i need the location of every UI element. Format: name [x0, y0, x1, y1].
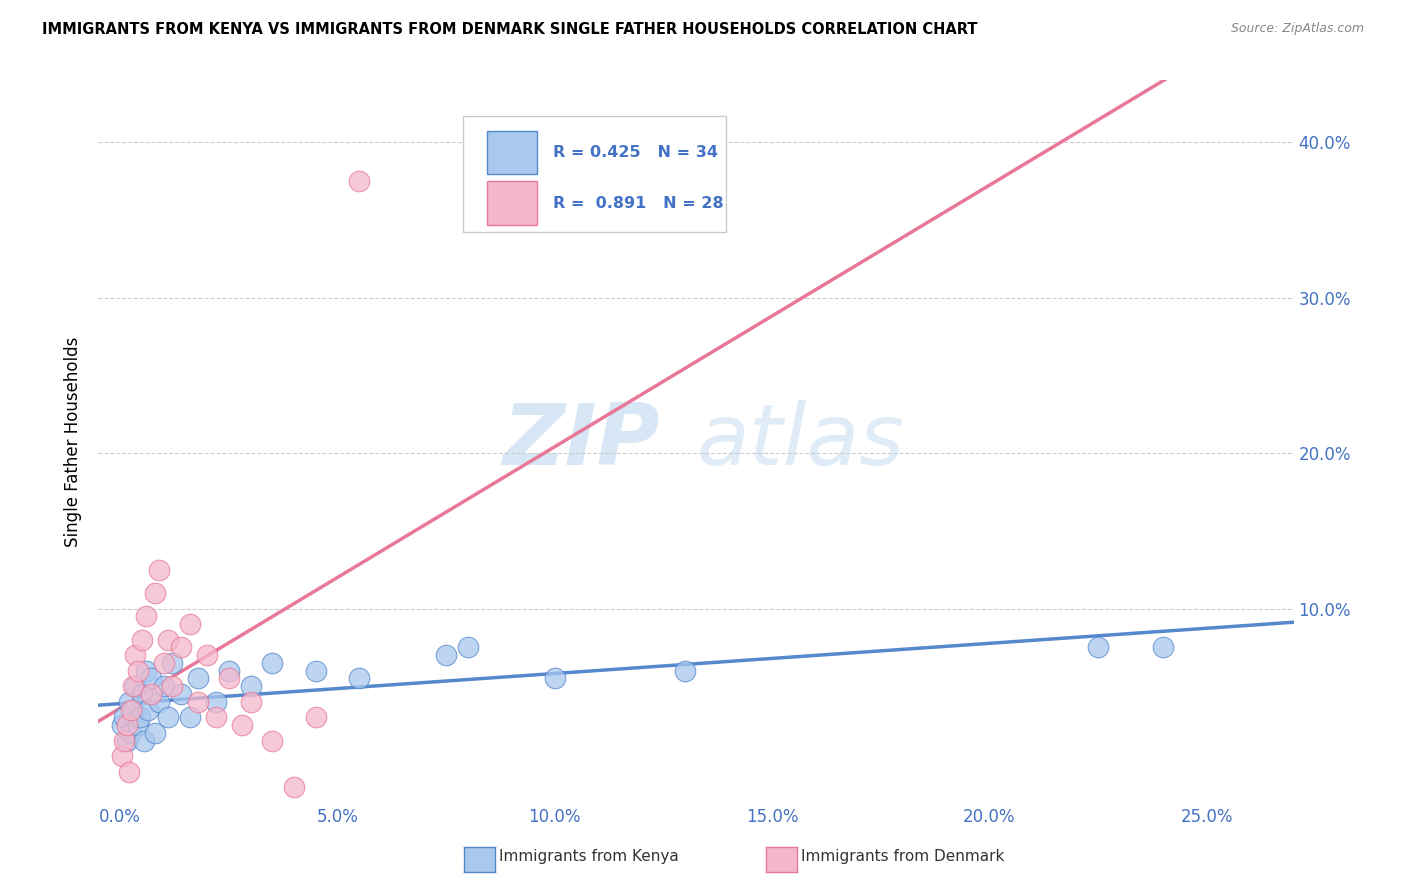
Point	[132, 733, 155, 747]
FancyBboxPatch shape	[463, 116, 725, 232]
Point	[218, 664, 240, 678]
Point	[115, 733, 138, 747]
Y-axis label: Single Father Households: Single Father Households	[65, 336, 83, 547]
Point	[120, 726, 142, 740]
Point	[122, 679, 145, 693]
Point	[347, 672, 370, 686]
Point	[262, 656, 284, 670]
Point	[143, 726, 166, 740]
Point	[143, 586, 166, 600]
Point	[347, 174, 370, 188]
Point	[162, 679, 184, 693]
Point	[231, 718, 253, 732]
Text: R = 0.425   N = 34: R = 0.425 N = 34	[553, 145, 717, 160]
Point	[148, 563, 170, 577]
Point	[156, 632, 179, 647]
Point	[187, 672, 209, 686]
Point	[673, 664, 696, 678]
Point	[138, 702, 160, 716]
Point	[239, 695, 262, 709]
Point	[118, 695, 141, 709]
FancyBboxPatch shape	[486, 131, 537, 174]
Text: Immigrants from Kenya: Immigrants from Kenya	[499, 849, 679, 863]
Point	[204, 695, 226, 709]
Point	[139, 672, 162, 686]
Point	[1087, 640, 1109, 655]
Point	[218, 672, 240, 686]
Point	[122, 702, 145, 716]
Point	[115, 718, 138, 732]
Point	[239, 679, 262, 693]
Point	[170, 640, 193, 655]
Point	[135, 609, 157, 624]
Point	[131, 687, 153, 701]
Point	[114, 733, 136, 747]
Point	[195, 648, 218, 663]
Point	[114, 710, 136, 724]
Point	[305, 664, 328, 678]
Point	[434, 648, 457, 663]
Point	[187, 695, 209, 709]
Text: Source: ZipAtlas.com: Source: ZipAtlas.com	[1230, 22, 1364, 36]
Point	[111, 749, 134, 764]
Point	[283, 780, 305, 795]
Point	[305, 710, 328, 724]
Point	[179, 710, 201, 724]
Text: R =  0.891   N = 28: R = 0.891 N = 28	[553, 195, 723, 211]
Point	[111, 718, 134, 732]
Point	[124, 648, 146, 663]
Text: IMMIGRANTS FROM KENYA VS IMMIGRANTS FROM DENMARK SINGLE FATHER HOUSEHOLDS CORREL: IMMIGRANTS FROM KENYA VS IMMIGRANTS FROM…	[42, 22, 977, 37]
Point	[1152, 640, 1174, 655]
Point	[457, 640, 479, 655]
Point	[170, 687, 193, 701]
Point	[135, 664, 157, 678]
Point	[124, 679, 146, 693]
Point	[156, 710, 179, 724]
Point	[127, 664, 149, 678]
Point	[262, 733, 284, 747]
Point	[152, 679, 174, 693]
Point	[162, 656, 184, 670]
Point	[152, 656, 174, 670]
Text: Immigrants from Denmark: Immigrants from Denmark	[801, 849, 1005, 863]
Text: ZIP: ZIP	[502, 400, 661, 483]
Text: atlas: atlas	[696, 400, 904, 483]
Point	[127, 718, 149, 732]
Point	[204, 710, 226, 724]
Point	[139, 687, 162, 701]
Point	[148, 695, 170, 709]
Point	[120, 702, 142, 716]
Point	[128, 710, 150, 724]
FancyBboxPatch shape	[486, 181, 537, 225]
Point	[118, 764, 141, 779]
Point	[544, 672, 567, 686]
Point	[131, 632, 153, 647]
Point	[179, 617, 201, 632]
